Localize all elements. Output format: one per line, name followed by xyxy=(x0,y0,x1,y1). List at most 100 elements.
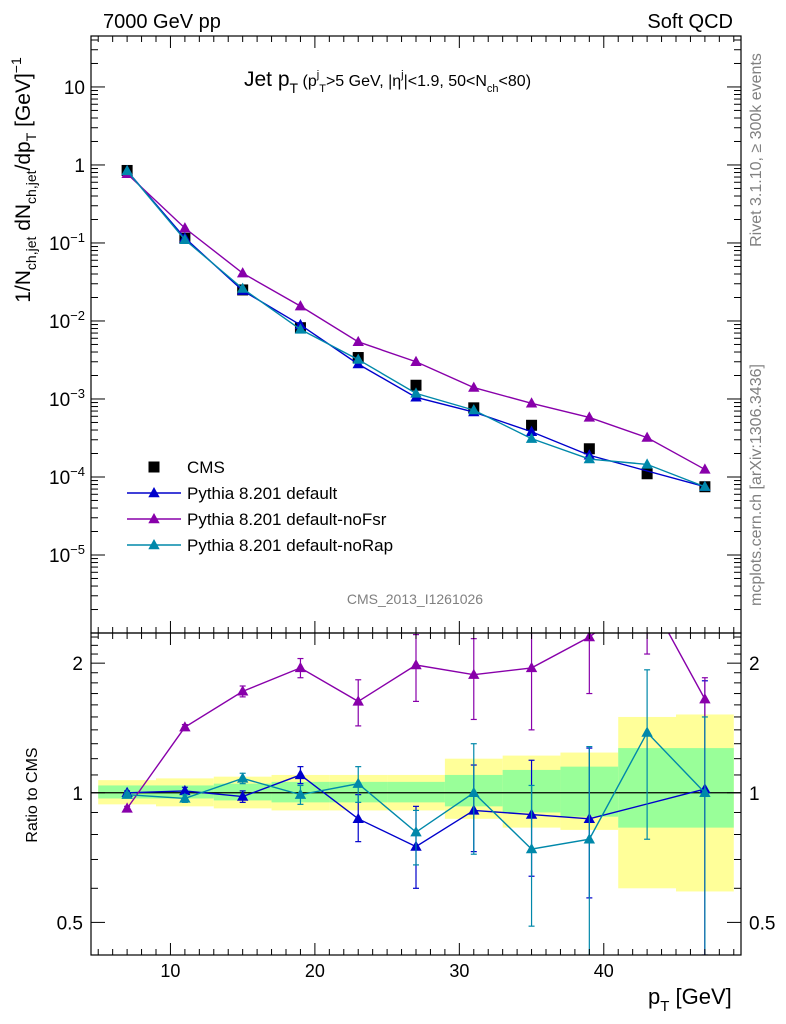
ratio-series-2 xyxy=(121,669,711,955)
mc-point xyxy=(294,323,307,334)
mc-point xyxy=(525,425,538,436)
series-1 xyxy=(121,164,711,491)
ratio-point xyxy=(294,788,307,799)
ratio-point xyxy=(525,843,538,854)
ratio-point xyxy=(352,777,364,788)
ratio-point xyxy=(179,784,191,796)
main-plot-area xyxy=(121,164,711,493)
mc-point xyxy=(179,222,191,233)
ratio-point xyxy=(699,693,711,704)
header-right: Soft QCD xyxy=(647,11,733,33)
legend-marker xyxy=(148,513,160,524)
legend-item: Pythia 8.201 default-noRap xyxy=(127,536,393,555)
y-tick-label: 10−2 xyxy=(49,308,85,333)
y-tick-label: 10−1 xyxy=(49,230,85,255)
ratio-point xyxy=(410,659,422,670)
ratio-point xyxy=(236,772,249,783)
y-tick-label: 10−3 xyxy=(49,386,85,411)
mc-point xyxy=(121,164,133,176)
ratio-y-tick-label: 2 xyxy=(72,654,83,675)
mc-point xyxy=(468,381,480,392)
ratio-point xyxy=(525,661,538,673)
y-axis-label: 1/Nch,jet dNch,jet/dpT [GeV]−1 xyxy=(8,57,39,303)
ratio-point xyxy=(468,668,480,679)
ratio-point xyxy=(121,802,133,813)
ratio-line xyxy=(127,774,706,848)
mc-point xyxy=(641,431,653,442)
x-tick-label: 20 xyxy=(305,961,325,981)
ratio-plot-area xyxy=(91,588,741,955)
mc-point xyxy=(352,353,364,364)
header-left: 7000 GeV pp xyxy=(103,11,221,33)
ratio-panel xyxy=(91,588,741,955)
ratio-point xyxy=(294,768,307,780)
ratio-point xyxy=(352,812,364,824)
x-tick-label: 40 xyxy=(594,961,614,981)
ratio-point xyxy=(236,790,249,801)
legend: CMS Pythia 8.201 default Pythia 8.201 defa… xyxy=(127,458,393,555)
mc-point xyxy=(583,453,596,464)
mc-point xyxy=(236,267,249,278)
legend-item: Pythia 8.201 default xyxy=(127,484,338,503)
x-axis-label: pT [GeV] xyxy=(648,984,732,1015)
mc-point xyxy=(294,300,307,311)
ratio-y-tick-label: 1 xyxy=(72,784,83,805)
series-line xyxy=(126,173,706,471)
y-tick-label: 10−5 xyxy=(49,542,85,567)
main-panel xyxy=(121,164,711,493)
axes-frames: 10 20 30 40 10−5 10−4 10−3 10−2 10−1 1 10 0.5 0.5 1 1 2… xyxy=(8,35,775,1015)
legend-label: Pythia 8.201 default-noFsr xyxy=(187,510,387,529)
series-2 xyxy=(121,167,711,474)
ratio-point xyxy=(179,792,191,803)
ratio-point xyxy=(468,786,480,797)
cms-point xyxy=(410,379,422,391)
legend-label: Pythia 8.201 default-noRap xyxy=(187,536,393,555)
ratio-y-label: Ratio to CMS xyxy=(24,747,41,842)
ratio-point xyxy=(583,833,596,844)
ratio-y-tick-label-right: 0.5 xyxy=(749,913,775,934)
mc-point xyxy=(410,387,422,398)
ratio-point xyxy=(641,726,653,737)
mc-point xyxy=(236,282,249,293)
ratio-point xyxy=(179,721,191,732)
legend-label: CMS xyxy=(187,458,225,477)
legend-item: CMS xyxy=(148,458,225,477)
legend-marker xyxy=(148,487,160,498)
mc-point xyxy=(179,233,191,244)
analysis-watermark: CMS_2013_I1261026 xyxy=(347,591,483,607)
mc-point xyxy=(699,463,711,474)
legend-marker xyxy=(148,461,160,473)
legend-item: Pythia 8.201 default-noFsr xyxy=(127,510,387,529)
ratio-point xyxy=(236,685,249,696)
ratio-point xyxy=(121,788,133,799)
ratio-point xyxy=(641,588,652,598)
ratio-y-tick-label-right: 1 xyxy=(749,784,760,805)
mc-point xyxy=(468,404,480,415)
band-inner xyxy=(387,781,445,803)
y-tick-label: 10−4 xyxy=(49,464,85,489)
x-tick-label: 30 xyxy=(449,961,469,981)
ratio-y-tick-label: 0.5 xyxy=(57,913,83,934)
y-tick-label: 1 xyxy=(74,156,85,177)
y-tick-label: 10 xyxy=(64,78,85,99)
mc-point xyxy=(410,355,422,366)
ratio-point xyxy=(410,826,422,837)
ratio-point xyxy=(352,695,364,706)
cms-point xyxy=(641,468,653,480)
mc-point xyxy=(699,480,711,491)
legend-marker xyxy=(148,539,160,550)
mc-point xyxy=(641,458,653,469)
mc-point xyxy=(583,411,596,422)
ratio-y-tick-label-right: 2 xyxy=(749,654,760,675)
legend-label: Pythia 8.201 default xyxy=(187,484,338,503)
series-line xyxy=(126,170,706,488)
chart-title: Jet pT (pjT>5 GeV, |ηj|<1.9, 50<Nch<80) xyxy=(244,68,531,96)
x-tick-label: 10 xyxy=(160,961,180,981)
mcplots-label: mcplots.cern.ch [arXiv:1306.3436] xyxy=(748,364,765,606)
rivet-label: Rivet 3.1.10, ≥ 300k events xyxy=(748,53,765,247)
ratio-point xyxy=(699,786,711,797)
cms-point xyxy=(583,443,595,455)
series-0 xyxy=(121,164,711,493)
series-3 xyxy=(121,164,711,491)
